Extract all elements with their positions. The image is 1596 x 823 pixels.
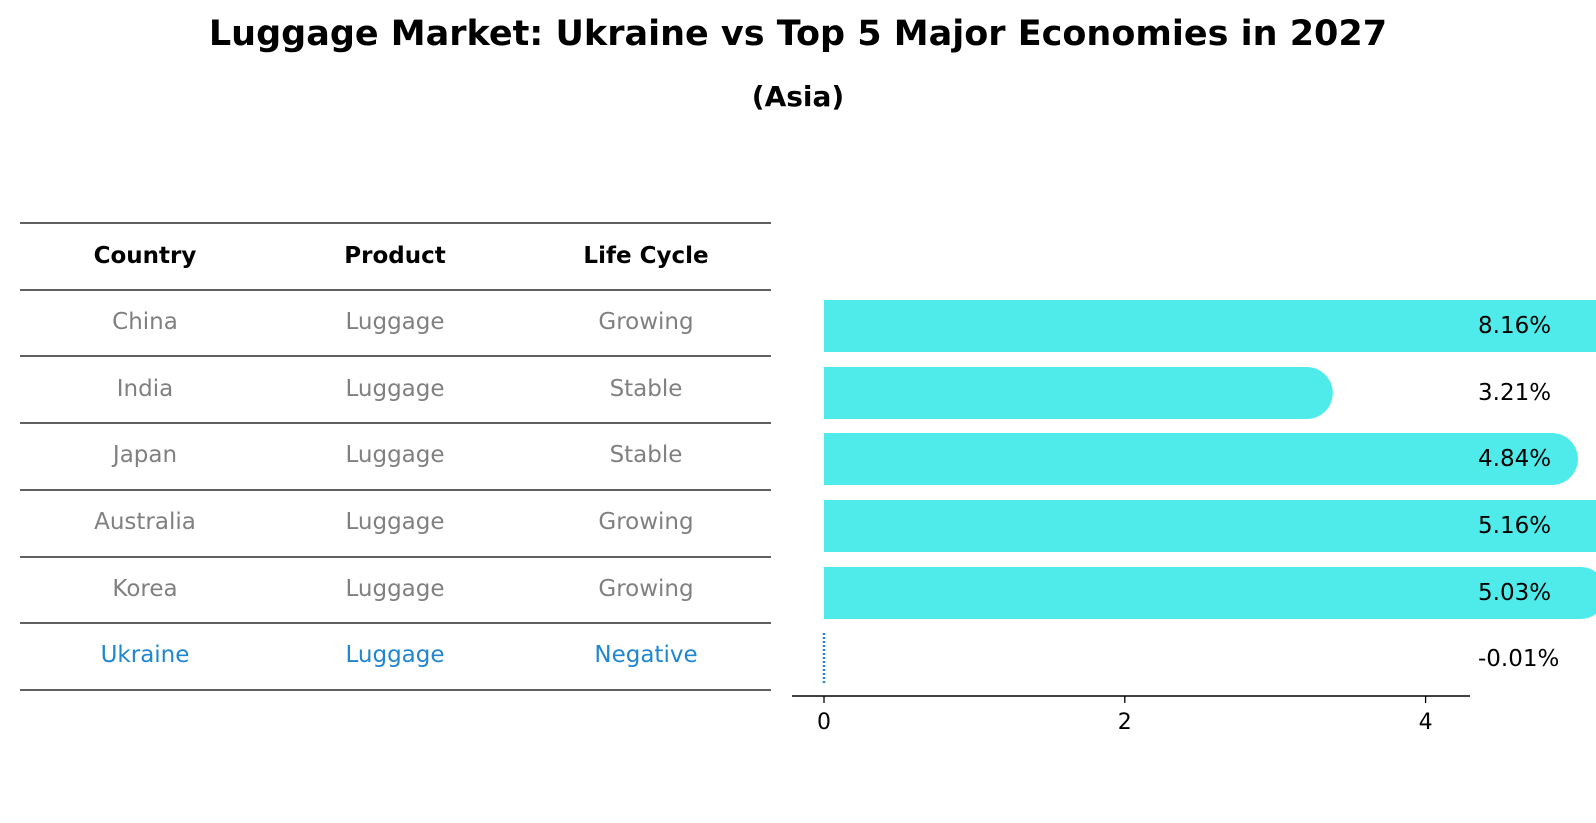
value-label-australia: 5.16%	[1478, 513, 1551, 539]
bar-korea	[824, 567, 1596, 619]
table-cell-r5-c0: Ukraine	[101, 642, 190, 668]
table-cell-r5-c2: Negative	[594, 642, 697, 668]
table-cell-r0-c1: Luggage	[345, 309, 444, 335]
x-tick-label-0: 0	[817, 710, 831, 735]
value-label-japan: 4.84%	[1478, 446, 1551, 472]
table-cell-r1-c1: Luggage	[345, 376, 444, 402]
x-tick-label-4: 4	[1419, 710, 1433, 735]
table-cell-r4-c1: Luggage	[345, 576, 444, 602]
table-cell-r0-c2: Growing	[598, 309, 693, 335]
value-label-china: 8.16%	[1478, 313, 1551, 339]
value-label-india: 3.21%	[1478, 380, 1551, 406]
table-cell-r3-c2: Growing	[598, 509, 693, 535]
table-cell-r3-c0: Australia	[94, 509, 196, 535]
table-header-country: Country	[94, 243, 197, 269]
table-cell-r0-c0: China	[112, 309, 178, 335]
value-label-ukraine: -0.01%	[1478, 646, 1559, 672]
table-cell-r5-c1: Luggage	[345, 642, 444, 668]
bar-japan	[824, 433, 1578, 485]
x-tick-label-2: 2	[1118, 710, 1132, 735]
value-label-korea: 5.03%	[1478, 580, 1551, 606]
bar-china	[824, 300, 1596, 352]
table-cell-r4-c2: Growing	[598, 576, 693, 602]
table-cell-r3-c1: Luggage	[345, 509, 444, 535]
table-cell-r4-c0: Korea	[112, 576, 177, 602]
chart-title: Luggage Market: Ukraine vs Top 5 Major E…	[208, 14, 1388, 54]
table-cell-r2-c0: Japan	[111, 442, 177, 468]
table-header-life-cycle: Life Cycle	[583, 243, 708, 269]
chart-subtitle: (Asia)	[751, 80, 845, 113]
table-cell-r1-c2: Stable	[610, 376, 683, 402]
bar-australia	[824, 500, 1596, 552]
bar-india	[824, 367, 1333, 419]
table-header-product: Product	[344, 243, 445, 269]
table-cell-r2-c1: Luggage	[345, 442, 444, 468]
table-cell-r2-c2: Stable	[610, 442, 683, 468]
table-cell-r1-c0: India	[117, 376, 173, 402]
